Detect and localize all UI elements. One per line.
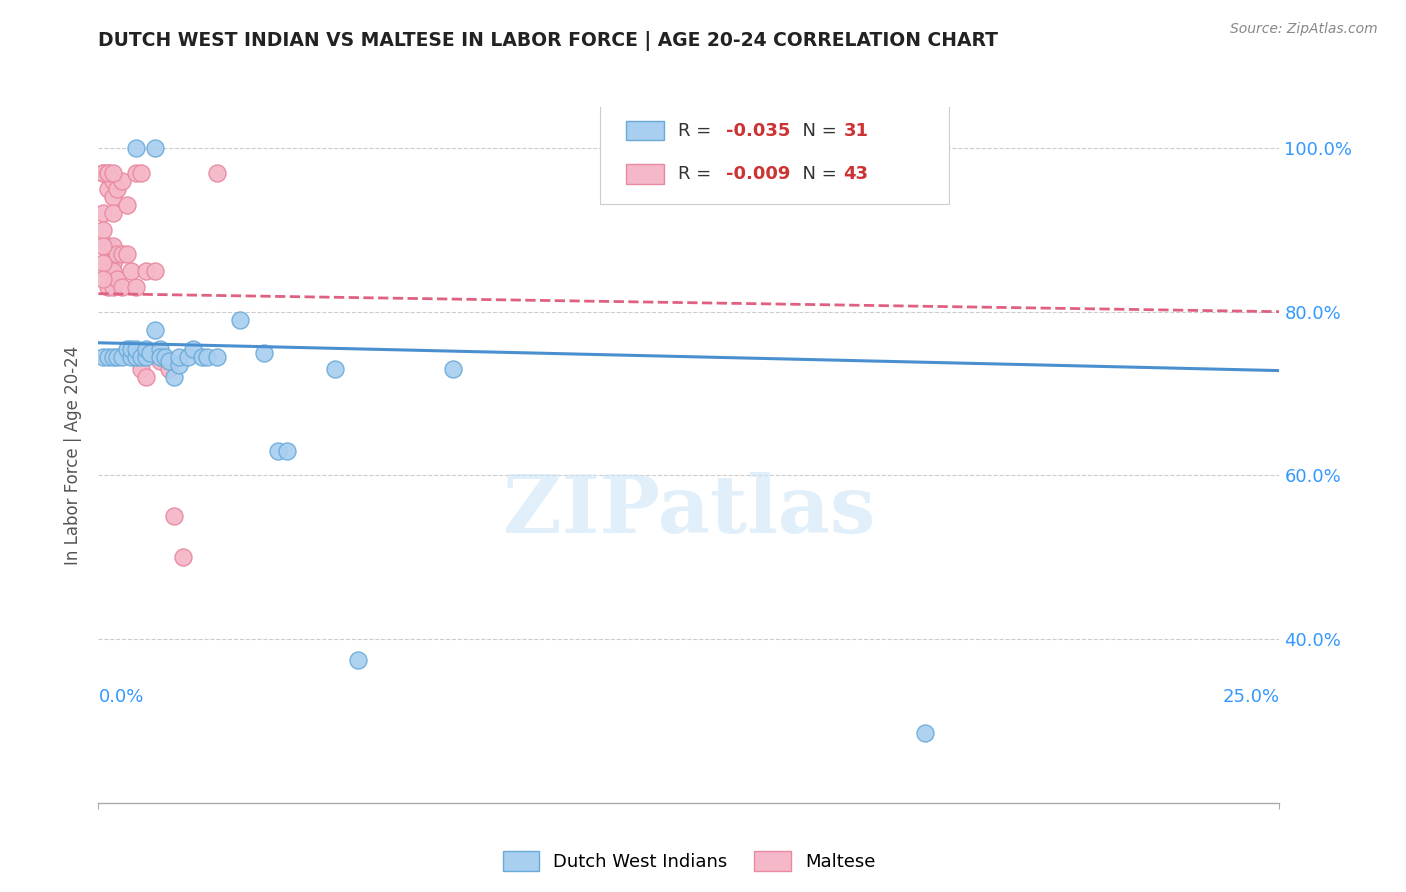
Point <box>101 165 124 179</box>
Text: ZIPatlas: ZIPatlas <box>503 472 875 549</box>
Point <box>191 350 214 364</box>
Point <box>129 362 152 376</box>
Point <box>914 726 936 740</box>
Point <box>101 255 124 269</box>
Point <box>91 223 114 237</box>
Point <box>101 350 124 364</box>
Point <box>97 165 120 179</box>
FancyBboxPatch shape <box>626 121 664 140</box>
Text: -0.009: -0.009 <box>725 165 790 183</box>
Text: R =: R = <box>678 121 717 140</box>
Point <box>153 350 176 364</box>
Point <box>276 443 298 458</box>
Point <box>149 342 172 356</box>
Point <box>229 313 252 327</box>
Point <box>167 358 190 372</box>
Text: R =: R = <box>678 165 717 183</box>
Text: 25.0%: 25.0% <box>1222 688 1279 706</box>
Point <box>97 165 120 179</box>
Point <box>101 190 124 204</box>
Point <box>91 165 114 179</box>
Point <box>91 165 114 179</box>
Point <box>163 509 186 524</box>
Point <box>115 198 138 212</box>
Point <box>97 239 120 253</box>
Point <box>135 350 157 364</box>
Point <box>111 280 134 294</box>
FancyBboxPatch shape <box>626 164 664 184</box>
Point <box>121 342 143 356</box>
Point <box>157 362 180 376</box>
Point <box>97 350 120 364</box>
Point <box>323 362 346 376</box>
Point <box>91 272 114 286</box>
Point <box>91 255 114 269</box>
Point <box>111 247 134 261</box>
Point <box>135 342 157 356</box>
Point <box>129 350 152 364</box>
Point <box>135 264 157 278</box>
Point <box>149 350 172 364</box>
Point <box>105 182 128 196</box>
Point <box>101 239 124 253</box>
Point <box>135 370 157 384</box>
Point <box>125 350 148 364</box>
Point <box>111 350 134 364</box>
Point <box>115 342 138 356</box>
Point <box>101 206 124 220</box>
Text: 0.0%: 0.0% <box>98 688 143 706</box>
Point <box>181 342 204 356</box>
Point <box>105 272 128 286</box>
Point <box>157 353 180 368</box>
FancyBboxPatch shape <box>600 100 949 204</box>
Point <box>125 165 148 179</box>
Y-axis label: In Labor Force | Age 20-24: In Labor Force | Age 20-24 <box>65 345 83 565</box>
Point <box>105 247 128 261</box>
Point <box>163 370 186 384</box>
Point <box>125 141 148 155</box>
Text: DUTCH WEST INDIAN VS MALTESE IN LABOR FORCE | AGE 20-24 CORRELATION CHART: DUTCH WEST INDIAN VS MALTESE IN LABOR FO… <box>98 31 998 51</box>
Point <box>441 362 464 376</box>
Point <box>205 350 228 364</box>
Point <box>101 174 124 188</box>
Point <box>105 350 128 364</box>
Point <box>101 280 124 294</box>
Point <box>91 239 114 253</box>
Point <box>630 141 652 155</box>
Point <box>129 165 152 179</box>
Text: -0.035: -0.035 <box>725 121 790 140</box>
Point <box>143 323 166 337</box>
Point <box>97 280 120 294</box>
Point <box>97 264 120 278</box>
Text: N =: N = <box>790 121 842 140</box>
Point <box>125 342 148 356</box>
Point <box>195 350 218 364</box>
Legend: Dutch West Indians, Maltese: Dutch West Indians, Maltese <box>495 844 883 879</box>
Point <box>97 255 120 269</box>
Point <box>167 350 190 364</box>
Point <box>115 247 138 261</box>
Text: Source: ZipAtlas.com: Source: ZipAtlas.com <box>1230 22 1378 37</box>
Text: 43: 43 <box>844 165 869 183</box>
Text: 31: 31 <box>844 121 869 140</box>
Point <box>143 141 166 155</box>
Point <box>101 264 124 278</box>
Point <box>91 206 114 220</box>
Point <box>347 652 370 666</box>
Point <box>172 550 194 565</box>
Point <box>125 280 148 294</box>
Point <box>139 345 162 359</box>
Point <box>143 264 166 278</box>
Point <box>97 182 120 196</box>
Point <box>91 350 114 364</box>
Point <box>253 345 276 359</box>
Point <box>177 350 200 364</box>
Point <box>111 174 134 188</box>
Point <box>121 350 143 364</box>
Point <box>121 264 143 278</box>
Point <box>149 353 172 368</box>
Point <box>267 443 290 458</box>
Text: N =: N = <box>790 165 842 183</box>
Point <box>205 165 228 179</box>
